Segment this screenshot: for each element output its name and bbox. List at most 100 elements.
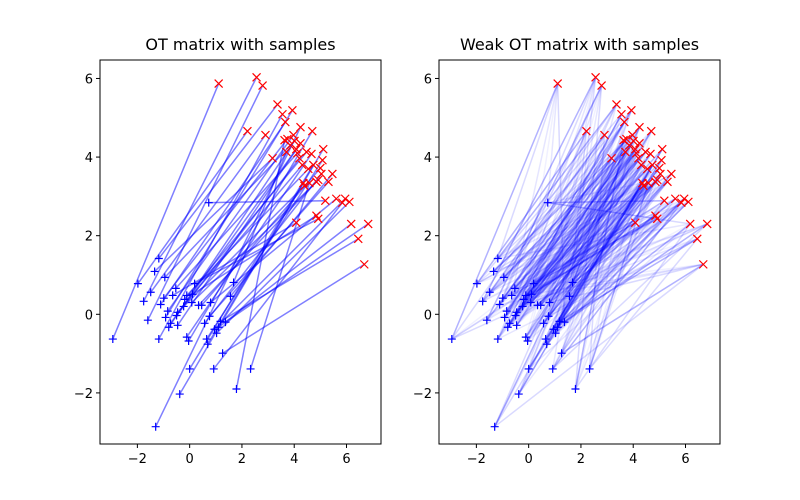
transport-link xyxy=(540,167,660,306)
transport-link xyxy=(514,152,637,289)
transport-link xyxy=(506,134,634,312)
source-point xyxy=(209,364,218,373)
transport-link xyxy=(497,148,663,340)
transport-link xyxy=(514,109,633,316)
target-point xyxy=(612,99,621,109)
transport-link xyxy=(547,201,658,220)
transport-link xyxy=(552,222,636,370)
transport-link xyxy=(530,185,644,304)
source-point xyxy=(203,340,212,349)
transport-link xyxy=(516,164,642,313)
target-point xyxy=(631,148,641,158)
target-point xyxy=(243,126,252,136)
transport-link xyxy=(518,200,665,395)
target-point xyxy=(692,234,702,244)
transport-link xyxy=(531,263,704,295)
transport-link xyxy=(518,139,625,395)
target-point xyxy=(621,134,631,144)
source-point xyxy=(539,319,548,328)
source-point xyxy=(542,340,551,349)
target-point xyxy=(607,153,616,163)
transport-link xyxy=(194,218,319,285)
transport-link xyxy=(514,77,597,316)
source-point xyxy=(536,301,545,310)
source-point xyxy=(541,335,550,344)
transport-link xyxy=(516,142,641,326)
transport-link xyxy=(528,173,662,370)
target-point xyxy=(359,259,369,269)
target-point xyxy=(280,117,290,127)
target-point xyxy=(620,147,630,157)
target-point xyxy=(282,134,292,144)
transport-link xyxy=(530,238,698,304)
transport-link xyxy=(516,159,663,326)
transport-link xyxy=(533,148,636,285)
target-point xyxy=(281,147,291,157)
transport-link xyxy=(525,218,658,297)
source-point xyxy=(179,302,188,311)
transport-link xyxy=(555,201,689,334)
transport-link xyxy=(507,140,635,328)
source-point xyxy=(571,384,580,393)
transport-link xyxy=(502,222,636,299)
target-point xyxy=(676,198,686,208)
transport-link xyxy=(510,83,559,296)
transport-link xyxy=(516,148,663,313)
transport-link xyxy=(542,138,628,324)
target-point xyxy=(652,214,662,224)
transport-link xyxy=(554,151,627,334)
transport-link xyxy=(545,182,650,340)
source-point xyxy=(543,198,552,207)
transport-link xyxy=(557,164,653,328)
transport-link xyxy=(497,130,588,340)
source-point xyxy=(161,313,170,322)
transport-link xyxy=(499,168,648,306)
target-point xyxy=(553,79,563,89)
transport-link xyxy=(530,157,613,295)
transport-link xyxy=(504,202,682,319)
source-point xyxy=(524,364,533,373)
transport-link xyxy=(494,148,663,428)
transport-link xyxy=(164,109,294,318)
target-point xyxy=(280,135,289,145)
transport-link xyxy=(533,200,665,285)
transport-link xyxy=(489,144,630,293)
target-point xyxy=(702,219,712,229)
transport-link xyxy=(556,83,566,323)
transport-link xyxy=(502,181,668,299)
source-point xyxy=(171,284,180,293)
source-point xyxy=(188,290,197,299)
transport-link xyxy=(494,164,653,428)
source-point xyxy=(557,349,566,358)
transport-link xyxy=(556,104,618,328)
transport-link xyxy=(533,218,658,285)
transport-link xyxy=(557,223,691,328)
y-tick-label: 6 xyxy=(85,72,93,87)
transport-link xyxy=(489,167,660,293)
target-point xyxy=(340,194,350,204)
source-point xyxy=(512,321,521,330)
transport-link xyxy=(542,139,625,324)
transport-link xyxy=(509,218,658,324)
target-point xyxy=(268,153,277,163)
transport-link xyxy=(476,173,672,285)
source-point xyxy=(246,364,255,373)
source-point xyxy=(218,349,227,358)
transport-link xyxy=(522,222,636,308)
transport-link xyxy=(540,198,676,306)
transport-link xyxy=(530,151,647,295)
target-point xyxy=(652,175,662,185)
transport-link xyxy=(563,218,658,323)
transport-link xyxy=(540,151,627,306)
transport-link xyxy=(563,138,628,323)
transport-link xyxy=(537,181,668,306)
transport-link xyxy=(220,238,359,323)
source-point xyxy=(133,279,142,288)
transport-link xyxy=(451,200,665,340)
source-point xyxy=(202,335,211,344)
transport-link xyxy=(451,103,618,340)
target-point xyxy=(363,219,373,229)
transport-link xyxy=(497,103,618,259)
transport-link xyxy=(568,173,672,297)
target-point xyxy=(629,136,638,146)
